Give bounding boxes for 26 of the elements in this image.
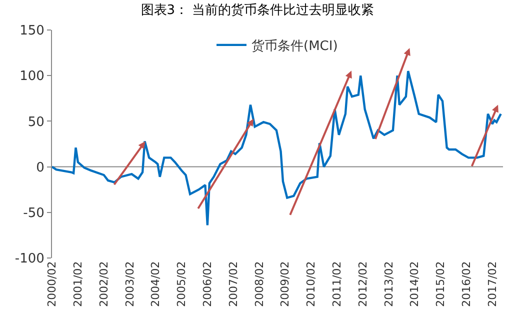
chart-title: 图表3： 当前的货币条件比过去明显收紧 [140, 2, 374, 18]
y-tick-label: 50 [28, 114, 44, 130]
x-tick-label: 2007/02 [226, 261, 240, 307]
legend-label: 货币条件(MCI) [252, 39, 338, 54]
x-tick-label: 2016/02 [460, 261, 473, 307]
x-tick-label: 2009/02 [278, 261, 292, 307]
x-tick-label: 2006/02 [201, 261, 214, 307]
x-tick-label: 2005/02 [175, 261, 188, 307]
y-tick-label: -50 [23, 206, 44, 221]
y-tick-label: 0 [36, 160, 44, 176]
x-tick-label: 2008/02 [252, 261, 266, 307]
y-tick-label: 150 [20, 24, 44, 39]
x-tick-label: 2002/02 [97, 261, 110, 307]
x-tick-label: 2012/02 [356, 261, 370, 307]
x-tick-label: 2015/02 [434, 261, 448, 307]
y-tick-label: 100 [20, 69, 44, 84]
x-tick-label: 2011/02 [330, 261, 344, 307]
x-tick-label: 2014/02 [408, 261, 422, 307]
x-tick-label: 2004/02 [149, 261, 162, 307]
x-tick-label: 2001/02 [72, 261, 85, 307]
x-tick-label: 2017/02 [486, 261, 499, 307]
x-tick-label: 2010/02 [304, 261, 318, 307]
x-tick-label: 2003/02 [123, 261, 136, 307]
x-tick-label: 2000/02 [46, 261, 59, 307]
x-tick-label: 2013/02 [382, 261, 396, 307]
y-tick-label: -100 [14, 252, 44, 267]
